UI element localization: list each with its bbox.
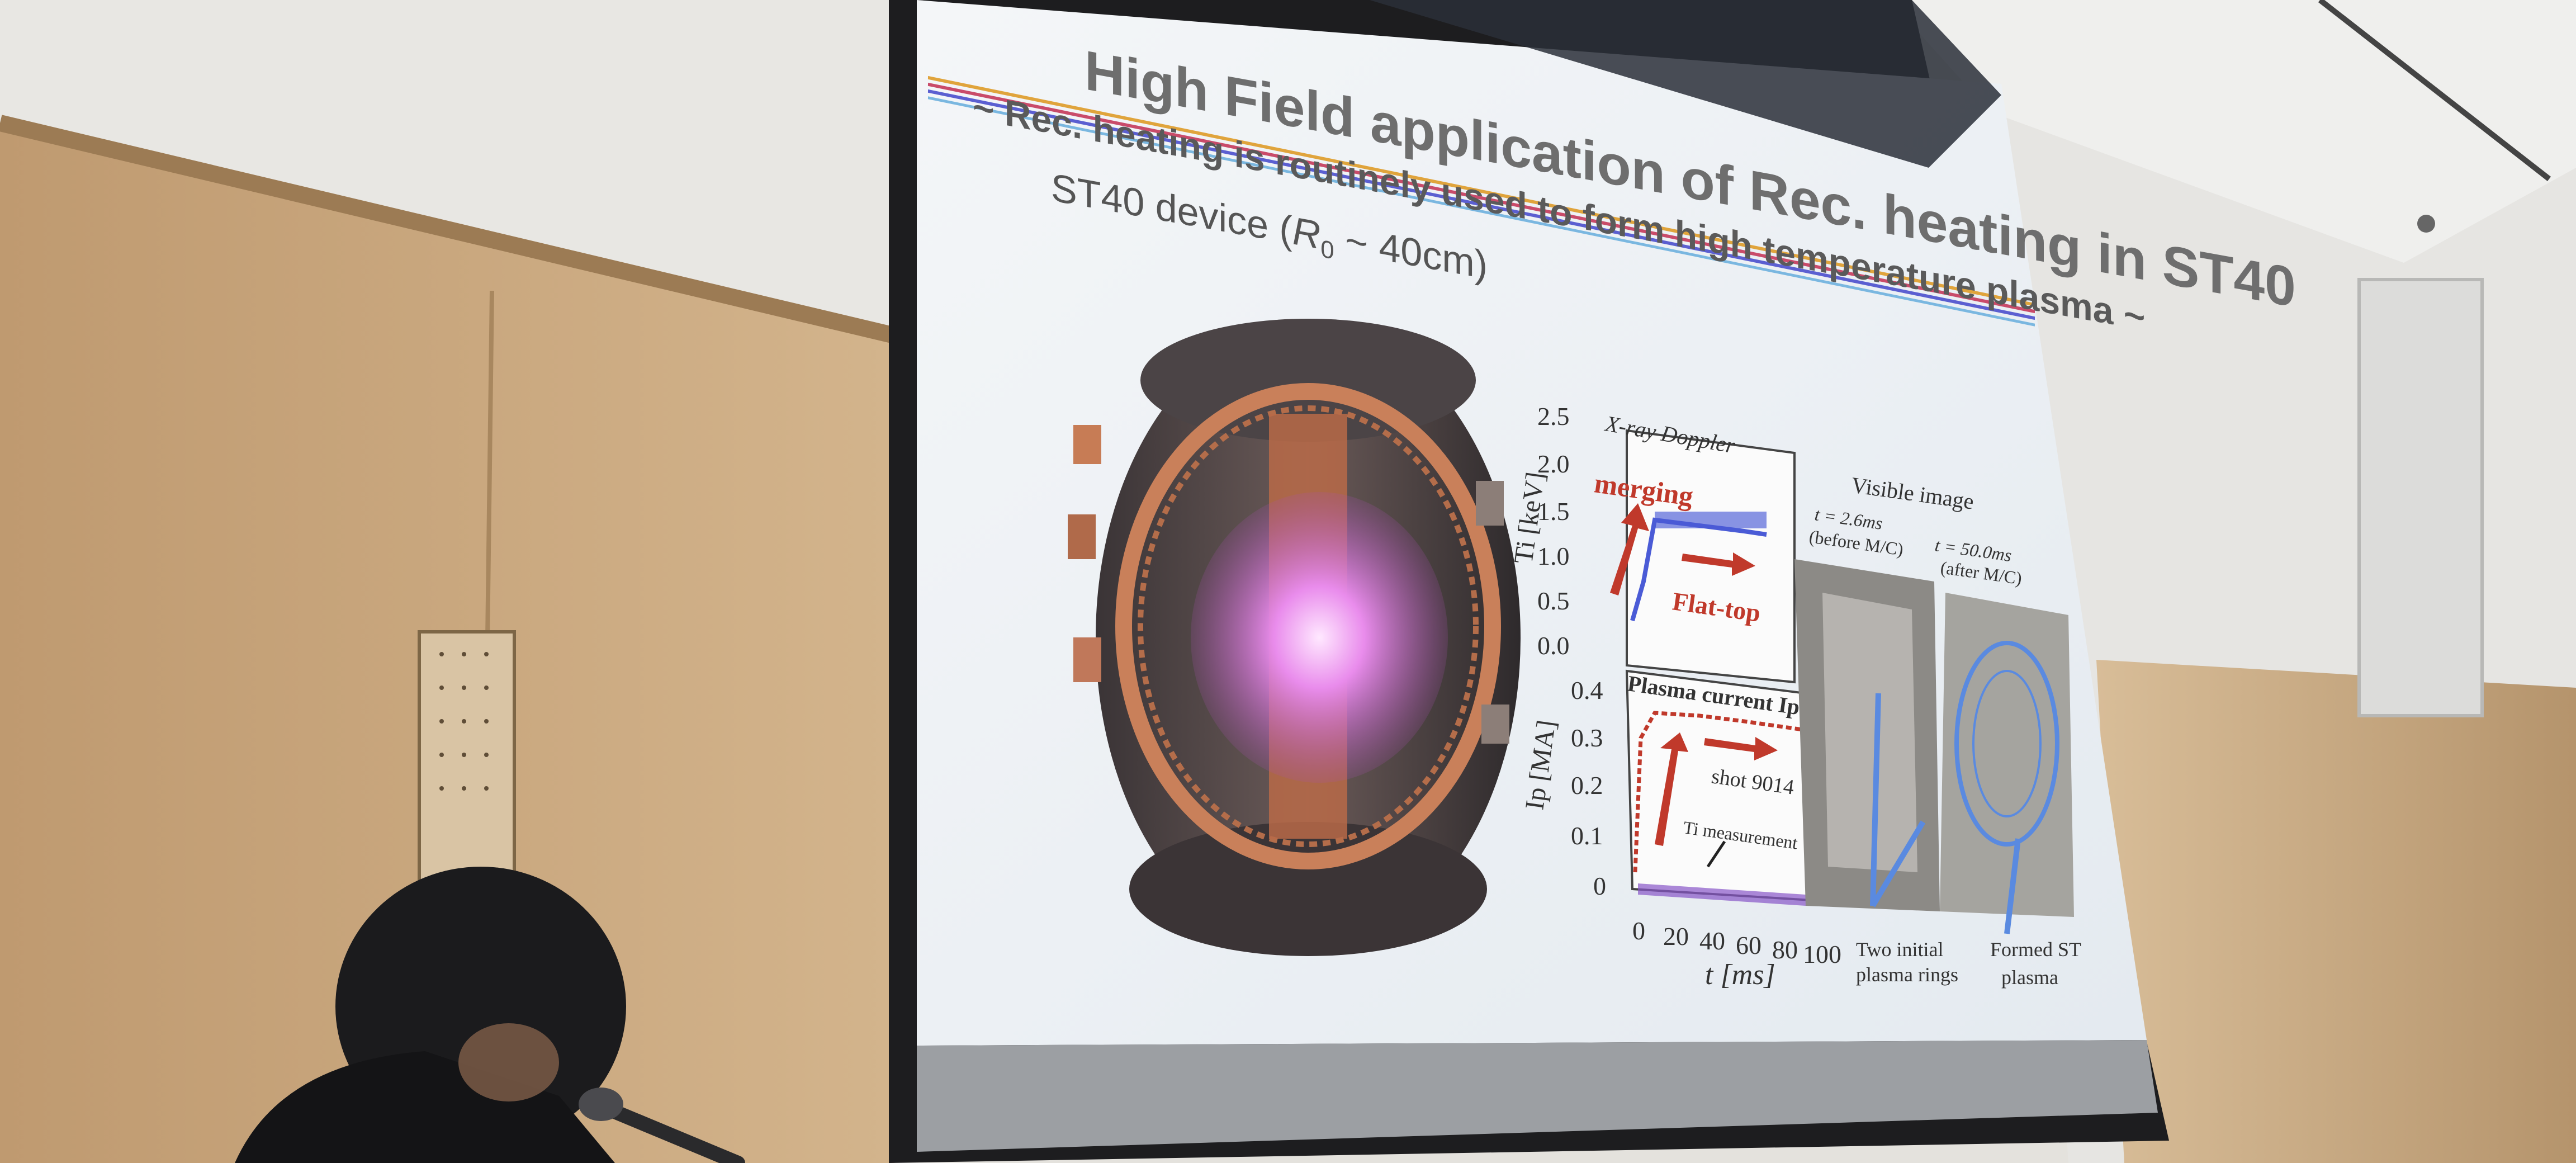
visible-image-after: [1940, 593, 2074, 917]
plasma-current-plot: Plasma current Ip Ip [MA] 0.4 0.3 0.2 0.…: [1519, 669, 1841, 991]
microphone: [579, 1088, 745, 1163]
xray-ytick: 0.0: [1537, 631, 1570, 660]
current-ytick: 0.3: [1571, 724, 1603, 752]
current-xtick: 80: [1772, 935, 1798, 964]
current-xtick: 100: [1803, 940, 1841, 968]
xray-ytick: 1.5: [1537, 497, 1570, 526]
slide-bottom-band: [917, 1040, 2158, 1152]
ip-data-series: [1633, 711, 1803, 873]
xray-ytick: 2.5: [1537, 402, 1570, 431]
current-ytick: 0.4: [1571, 676, 1603, 705]
caption-formed-st-2: plasma: [2001, 966, 2058, 989]
left-upper-wall: [0, 0, 894, 335]
st40-device-image: [1068, 319, 1521, 956]
current-xtick: 40: [1699, 926, 1725, 955]
right-wood-panel: [2096, 660, 2576, 1163]
current-ytick: 0: [1593, 872, 1606, 900]
current-xlabel: t [ms]: [1705, 959, 1775, 991]
plasma-glow: [1191, 492, 1448, 783]
wall-vent: [418, 630, 516, 907]
current-ytick: 0.1: [1571, 821, 1603, 850]
visible-image-panel: Visible image t = 2.6ms (before M/C) t =…: [1794, 472, 2081, 989]
xray-ytick: 0.5: [1537, 587, 1570, 615]
caption-initial-rings-2: plasma rings: [1856, 963, 1958, 986]
flattop-arrow: [1682, 552, 1755, 576]
caption-initial-rings-1: Two initial: [1856, 938, 1943, 961]
xray-doppler-plot: X-ray Doppler Ti [keV] 2.5 2.0 1.5 1.0 0…: [1508, 402, 1796, 684]
current-xtick: 60: [1736, 931, 1761, 959]
xray-ytick: 1.0: [1537, 542, 1570, 570]
xray-ytick: 2.0: [1537, 450, 1570, 478]
current-xtick: 20: [1663, 922, 1689, 951]
merging-arrow: [1610, 503, 1649, 595]
current-ytick: 0.2: [1571, 771, 1603, 800]
current-xtick: 0: [1632, 916, 1645, 945]
presenter-silhouette: [235, 867, 626, 1163]
caption-formed-st-1: Formed ST: [1990, 938, 2081, 961]
